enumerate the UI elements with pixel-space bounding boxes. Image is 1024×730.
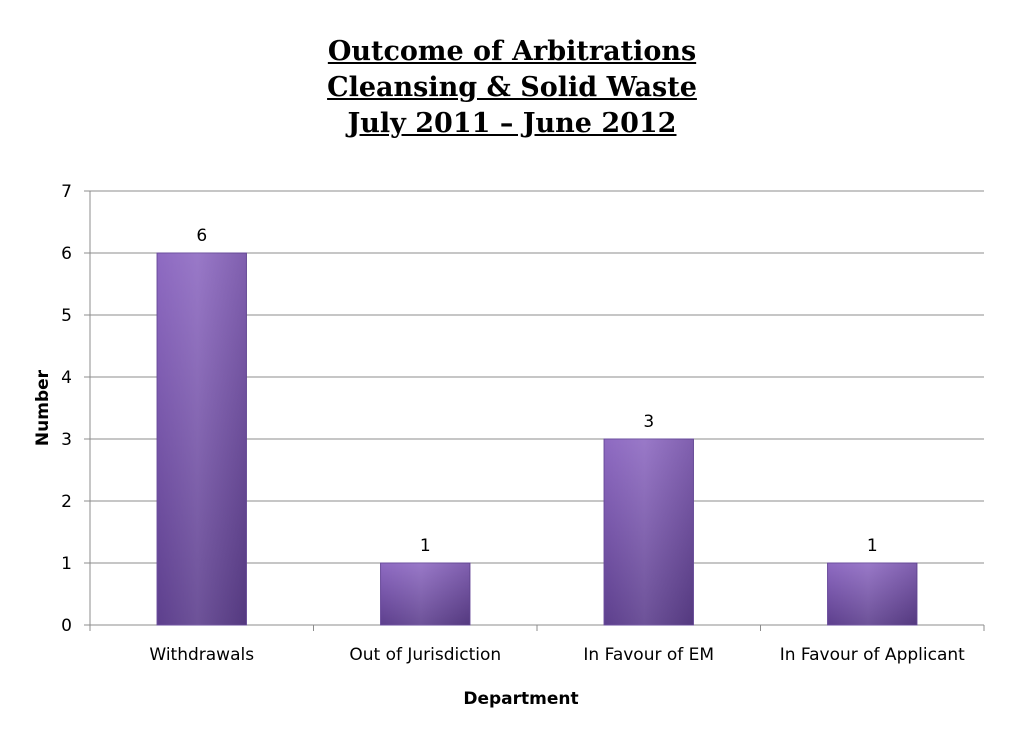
chart-title: Outcome of Arbitrations Cleansing & Soli…: [0, 34, 1024, 142]
y-tick-label: 0: [61, 616, 72, 636]
chart-title-line-3: July 2011 – June 2012: [347, 108, 677, 139]
labels: 0 1 2 3 4 5 6 7 6 Withdrawals 1 Out of Jurisdiction…: [61, 182, 965, 665]
y-tick-label: 5: [61, 306, 72, 326]
x-axis-title: Department: [463, 689, 578, 709]
y-axis-title: Number: [33, 369, 53, 446]
data-label: 6: [196, 226, 207, 246]
x-tick-label: In Favour of Applicant: [780, 645, 965, 665]
data-label: 3: [643, 412, 654, 432]
x-tick-label: In Favour of EM: [583, 645, 714, 665]
y-tick-label: 3: [61, 430, 72, 450]
bar-shading: [604, 439, 694, 625]
bar-shading: [157, 253, 247, 625]
x-tick-label: Out of Jurisdiction: [349, 645, 501, 665]
bars: [156, 252, 918, 626]
chart-title-line-2: Cleansing & Solid Waste: [327, 72, 697, 103]
data-label: 1: [420, 536, 431, 556]
y-tick-label: 6: [61, 244, 72, 264]
bar-shading: [380, 563, 470, 625]
y-tick-label: 7: [61, 182, 72, 202]
x-tick-label: Withdrawals: [149, 645, 254, 665]
y-tick-label: 2: [61, 492, 72, 512]
y-tick-label: 1: [61, 554, 72, 574]
bar-shading: [827, 563, 917, 625]
chart-title-line-1: Outcome of Arbitrations: [327, 36, 697, 67]
y-tick-label: 4: [61, 368, 72, 388]
data-label: 1: [867, 536, 878, 556]
